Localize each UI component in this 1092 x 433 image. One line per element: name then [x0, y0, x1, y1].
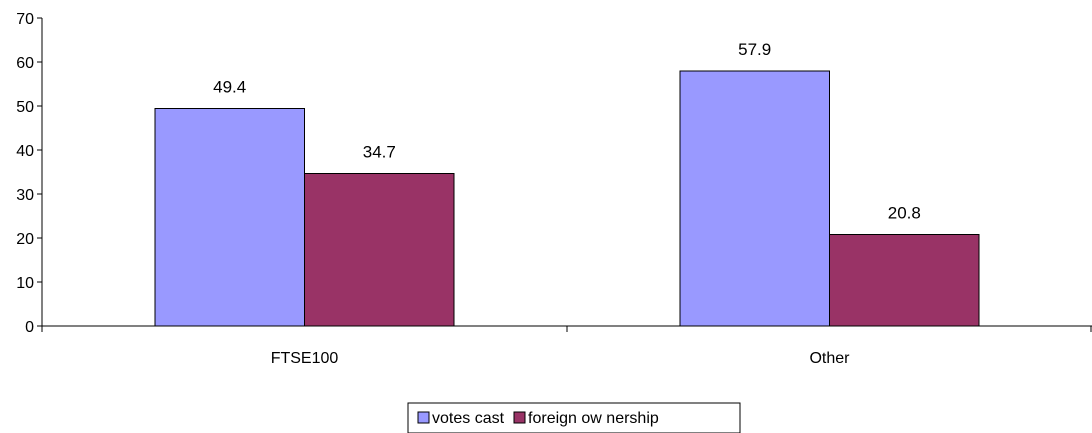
category-label: Other	[809, 350, 850, 367]
bar	[304, 172, 455, 327]
data-label: 20.8	[888, 203, 921, 222]
y-tick-label: 10	[16, 275, 34, 292]
legend-label: votes cast	[432, 410, 505, 427]
data-labels: 49.4 57.9 34.7 20.8	[213, 40, 921, 222]
legend-swatch	[513, 411, 526, 424]
bars	[154, 70, 980, 327]
data-label: 34.7	[363, 142, 396, 161]
data-label: 57.9	[738, 40, 771, 59]
legend: votes cast foreign ow nership	[407, 402, 741, 433]
category-label: FTSE100	[271, 350, 339, 367]
legend-label: foreign ow nership	[528, 410, 659, 427]
y-tick-label: 50	[16, 99, 34, 116]
y-tick-label: 30	[16, 187, 34, 204]
data-label: 49.4	[213, 78, 246, 97]
y-axis: 0 10 20 30 40 50 60 70	[16, 11, 43, 336]
y-tick-label: 70	[16, 11, 34, 28]
y-tick-label: 60	[16, 55, 34, 72]
bar	[154, 108, 305, 327]
x-axis: FTSE100 Other	[41, 325, 1092, 367]
legend-swatch	[417, 411, 430, 424]
bar	[679, 70, 830, 327]
y-tick-label: 20	[16, 231, 34, 248]
y-tick-label: 0	[25, 319, 34, 336]
bar	[829, 233, 980, 327]
legend-box	[407, 402, 741, 433]
y-tick-label: 40	[16, 143, 34, 160]
